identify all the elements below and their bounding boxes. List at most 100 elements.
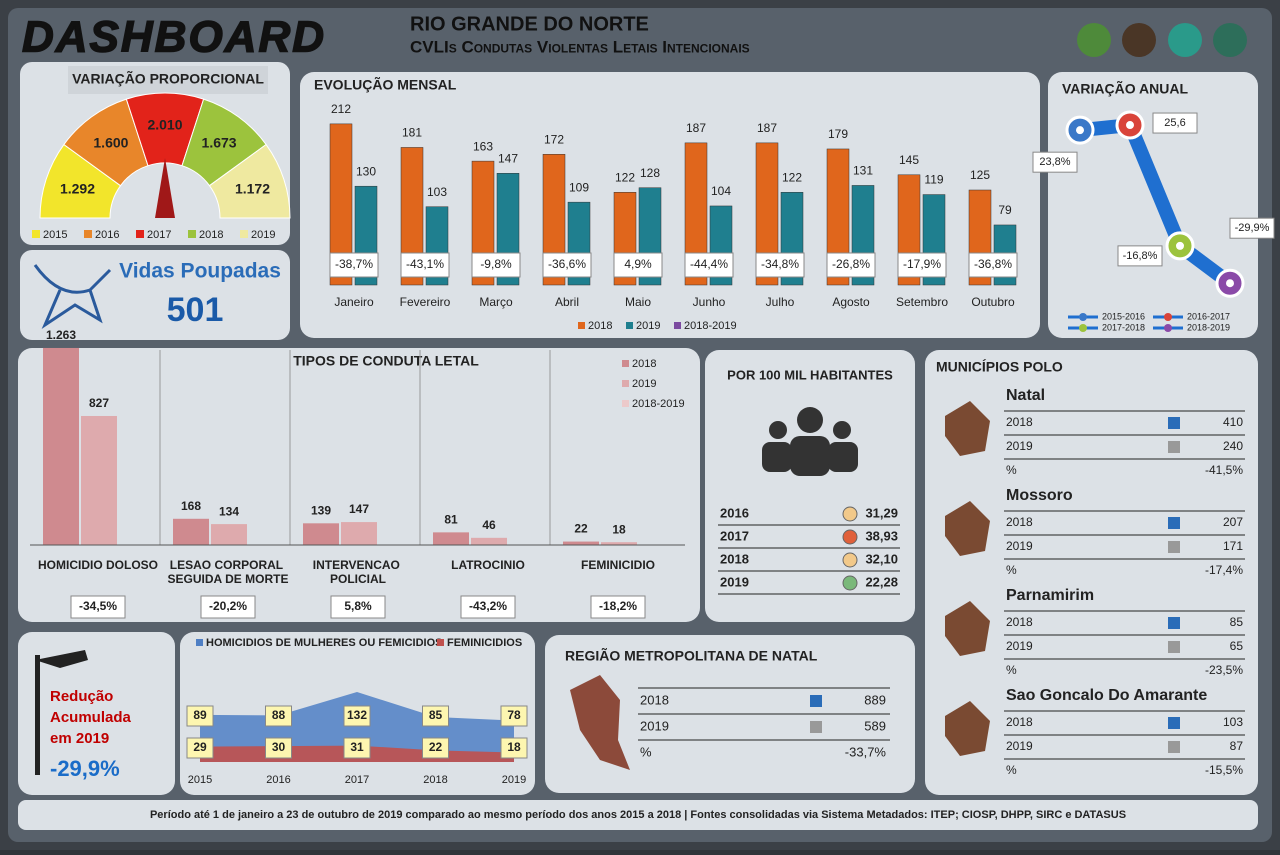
legend-swatch <box>240 230 248 238</box>
x-tick-label: Abril <box>555 295 579 309</box>
bar-icon <box>1168 641 1180 653</box>
point-label: -16,8% <box>1123 250 1158 262</box>
row-value: -17,4% <box>1205 563 1243 577</box>
gauge-title-box <box>68 66 268 94</box>
bar-value: 212 <box>331 102 351 116</box>
bar-value: 181 <box>402 126 422 140</box>
variation-label: -17,9% <box>903 257 941 271</box>
variation-label: -26,8% <box>832 257 870 271</box>
legend-label: 2018-2019 <box>1187 322 1230 332</box>
legend-label: 2018 <box>199 229 223 241</box>
legend-swatch <box>84 230 92 238</box>
x-tick-label: Setembro <box>896 295 948 309</box>
legend-label: 2017 <box>147 229 171 241</box>
status-dot <box>842 506 858 522</box>
row-value: 207 <box>1223 515 1243 529</box>
vidas-label: Vidas Poupadas <box>119 260 281 283</box>
reducao-label: Acumulada <box>50 709 132 726</box>
row-label: 2019 <box>1006 639 1033 653</box>
dashboard-title: DASHBOARD <box>22 13 326 62</box>
row-value: 85 <box>1230 615 1244 629</box>
variation-label: -9,8% <box>480 257 512 271</box>
variation-label: -36,8% <box>974 257 1012 271</box>
row-label: % <box>640 744 652 759</box>
row-value: 87 <box>1230 739 1244 753</box>
table-title: MUNICÍPIOS POLO <box>936 359 1063 375</box>
value-label: 31 <box>350 740 364 754</box>
status-dot <box>842 575 858 591</box>
bar <box>471 537 507 545</box>
legend-marker <box>1164 313 1172 321</box>
x-tick-label: LATROCINIO <box>451 558 525 572</box>
bar <box>542 154 566 286</box>
bar-value: 131 <box>853 164 873 178</box>
variation-label: -43,2% <box>469 599 507 613</box>
city-map <box>945 501 990 556</box>
panel <box>925 350 1258 795</box>
variation-box <box>613 252 663 278</box>
bar <box>755 142 779 286</box>
value-label: 29 <box>193 740 207 754</box>
legend-swatch <box>136 230 144 238</box>
legend-swatch <box>437 639 444 646</box>
point-center <box>1126 121 1134 130</box>
bar <box>433 532 469 545</box>
variation-box <box>755 252 805 278</box>
panel <box>18 800 1258 830</box>
row-value: 103 <box>1223 715 1243 729</box>
region-map <box>570 675 630 770</box>
legend-swatch <box>578 322 585 329</box>
row-value: 171 <box>1223 539 1243 553</box>
variation-box <box>590 595 646 619</box>
bar-icon <box>1168 717 1180 729</box>
bar-value: 139 <box>311 503 331 517</box>
legend-marker <box>1079 313 1087 321</box>
panel <box>20 250 290 340</box>
legend-swatch <box>622 400 629 407</box>
bar-value: 103 <box>427 185 447 199</box>
row-value: -23,5% <box>1205 663 1243 677</box>
row-year: 2018 <box>720 551 749 566</box>
legend-swatch <box>196 639 203 646</box>
row-value: 31,29 <box>865 505 898 520</box>
bar-value: 187 <box>757 121 777 135</box>
legend-label: 2018-2019 <box>684 320 737 332</box>
gauge-value: 2.010 <box>147 117 182 133</box>
bar-value: 163 <box>473 139 493 153</box>
bar-value: 172 <box>544 132 564 146</box>
variation-box <box>400 252 450 278</box>
dove-icon <box>33 264 112 330</box>
chart-title: VARIAÇÃO ANUAL <box>1062 80 1188 97</box>
row-value: 32,10 <box>865 551 898 566</box>
variation-box <box>330 595 386 619</box>
value-box <box>265 705 292 727</box>
point-label-box <box>1032 151 1078 173</box>
city-name: Parnamirim <box>1006 587 1094 604</box>
city-map <box>945 601 990 656</box>
row-value: 65 <box>1230 639 1244 653</box>
bar-value: 134 <box>219 504 239 518</box>
point-label: 23,8% <box>1039 156 1070 168</box>
bar-value: 145 <box>899 153 919 167</box>
row-value: -15,5% <box>1205 763 1243 777</box>
legend-swatch <box>626 322 633 329</box>
variation-box <box>968 252 1018 278</box>
logo <box>1077 23 1111 57</box>
city-map <box>945 401 990 456</box>
panel <box>705 350 915 622</box>
status-dot <box>842 529 858 545</box>
row-label: 2019 <box>1006 439 1033 453</box>
value-label: 30 <box>272 740 286 754</box>
x-tick-label: FEMINICIDIO <box>581 558 655 572</box>
bar-icon <box>810 695 822 707</box>
row-year: 2017 <box>720 528 749 543</box>
value-label: 132 <box>347 708 367 722</box>
bar-value: 122 <box>615 170 635 184</box>
bar-icon <box>1168 617 1180 629</box>
value-box <box>422 705 449 727</box>
x-tick-label: 2015 <box>188 774 212 786</box>
chart-title: TIPOS DE CONDUTA LETAL <box>293 353 479 369</box>
bar-value: 179 <box>828 127 848 141</box>
bar <box>341 522 377 545</box>
x-tick-label: Julho <box>766 295 795 309</box>
